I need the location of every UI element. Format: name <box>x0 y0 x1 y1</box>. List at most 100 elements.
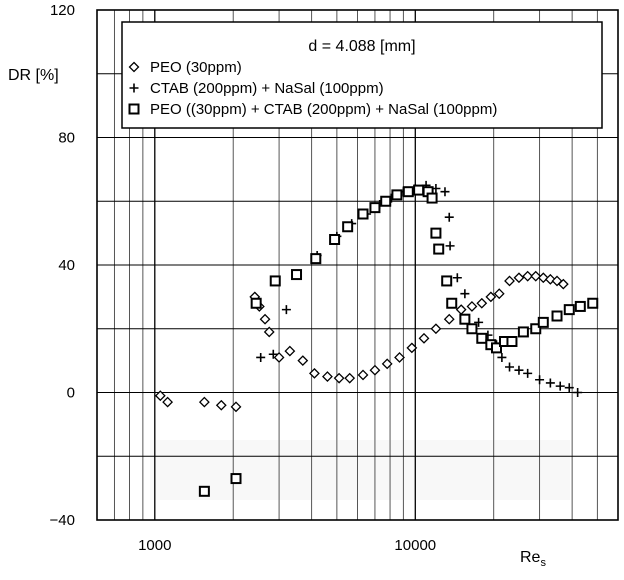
data-point-diamond <box>493 288 505 300</box>
data-point-diamond <box>198 396 210 408</box>
x-axis-label-subscript: s <box>540 557 546 569</box>
data-point-square <box>342 221 354 233</box>
data-point-plus <box>460 289 470 299</box>
data-points <box>154 180 599 497</box>
y-axis-label: DR [%] <box>8 67 59 84</box>
legend-entry-label: PEO ((30ppm) + CTAB (200ppm) + NaSal (10… <box>150 101 497 118</box>
y-tick-label: 0 <box>67 385 75 402</box>
data-point-diamond <box>530 270 542 282</box>
data-point-square <box>380 195 392 207</box>
legend-entry-label: PEO (30ppm) <box>150 59 242 76</box>
data-point-plus <box>445 241 455 251</box>
data-point-diamond <box>297 355 309 367</box>
data-point-diamond <box>162 396 174 408</box>
data-point-square <box>426 192 438 204</box>
legend: d = 4.088 [mm] PEO (30ppm) CTAB (200ppm) … <box>121 21 603 129</box>
data-point-diamond <box>309 367 320 379</box>
data-point-plus <box>497 352 507 362</box>
y-tick-label: 120 <box>50 2 75 19</box>
data-point-square <box>230 473 242 485</box>
data-point-square <box>587 297 599 309</box>
data-point-plus <box>474 317 484 327</box>
data-point-square <box>250 297 262 309</box>
chart-title: d = 4.088 [mm] <box>308 38 415 55</box>
data-point-diamond <box>259 313 271 325</box>
data-point-diamond <box>513 272 525 284</box>
data-point-plus <box>514 365 524 375</box>
data-point-square <box>430 227 442 239</box>
data-point-plus <box>268 349 278 359</box>
data-point-square <box>476 332 488 344</box>
data-point-diamond <box>443 313 455 325</box>
data-point-square <box>517 326 529 338</box>
data-point-diamond <box>322 371 333 382</box>
legend-entry-label: CTAB (200ppm) + NaSal (100ppm) <box>150 80 384 97</box>
data-point-square <box>310 253 322 265</box>
data-point-plus <box>523 368 533 378</box>
data-point-square <box>466 323 478 335</box>
data-point-plus <box>505 362 515 372</box>
data-point-square <box>537 316 549 328</box>
data-point-diamond <box>215 399 227 411</box>
data-point-plus <box>535 375 545 385</box>
data-point-diamond <box>522 270 534 282</box>
data-point-square <box>357 208 369 220</box>
data-point-square <box>291 269 303 281</box>
x-tick-labels: 1000 10000 <box>138 537 436 554</box>
data-point-diamond <box>394 352 405 363</box>
data-point-plus <box>555 381 565 391</box>
data-point-square <box>491 342 503 354</box>
data-point-square <box>506 336 518 347</box>
data-point-plus <box>281 305 291 315</box>
data-point-diamond <box>537 272 549 284</box>
data-point-square <box>128 103 140 115</box>
data-point-square <box>369 202 381 214</box>
data-point-diamond <box>418 332 430 344</box>
x-tick-label: 1000 <box>138 537 171 554</box>
data-point-plus <box>440 187 450 197</box>
data-point-diamond <box>466 301 478 312</box>
data-point-diamond <box>381 358 393 370</box>
data-point-plus <box>564 383 574 393</box>
y-tick-label: 80 <box>58 130 75 147</box>
data-point-plus <box>573 388 583 397</box>
data-point-diamond <box>430 323 442 335</box>
data-point-diamond <box>128 61 140 73</box>
data-point-square <box>391 189 403 201</box>
data-point-square <box>329 234 341 245</box>
data-point-square <box>551 310 563 322</box>
x-tick-label: 10000 <box>394 537 436 554</box>
data-point-diamond <box>557 278 569 290</box>
data-point-diamond <box>406 342 418 354</box>
data-point-square <box>433 243 445 255</box>
plot-frame <box>96 9 619 521</box>
data-point-diamond <box>544 273 556 285</box>
data-point-plus <box>444 212 454 222</box>
data-point-square <box>563 304 575 316</box>
x-axis-label-main: Re <box>520 549 541 566</box>
data-point-plus <box>545 378 555 388</box>
data-point-square <box>459 313 471 325</box>
data-point-diamond <box>333 372 345 384</box>
data-point-square <box>198 485 210 497</box>
data-point-plus <box>452 273 462 283</box>
y-tick-label: −40 <box>50 512 75 529</box>
data-point-diamond <box>504 275 515 287</box>
data-point-diamond <box>263 326 275 338</box>
x-axis-label: Res <box>520 549 546 569</box>
data-point-square <box>530 323 542 335</box>
data-point-diamond <box>551 275 563 287</box>
legend-items: PEO (30ppm) CTAB (200ppm) + NaSal (100ppm… <box>128 59 497 118</box>
data-point-diamond <box>284 345 296 357</box>
data-point-diamond <box>485 291 497 303</box>
y-tick-labels: −40 0 40 80 120 <box>50 2 75 529</box>
faint-watermark <box>150 440 570 500</box>
data-point-plus <box>129 83 139 93</box>
data-point-square <box>574 300 586 312</box>
data-point-square <box>413 184 425 196</box>
legend-box <box>121 21 603 129</box>
data-point-square <box>441 275 453 287</box>
data-point-diamond <box>357 369 369 381</box>
data-point-diamond <box>369 364 381 376</box>
